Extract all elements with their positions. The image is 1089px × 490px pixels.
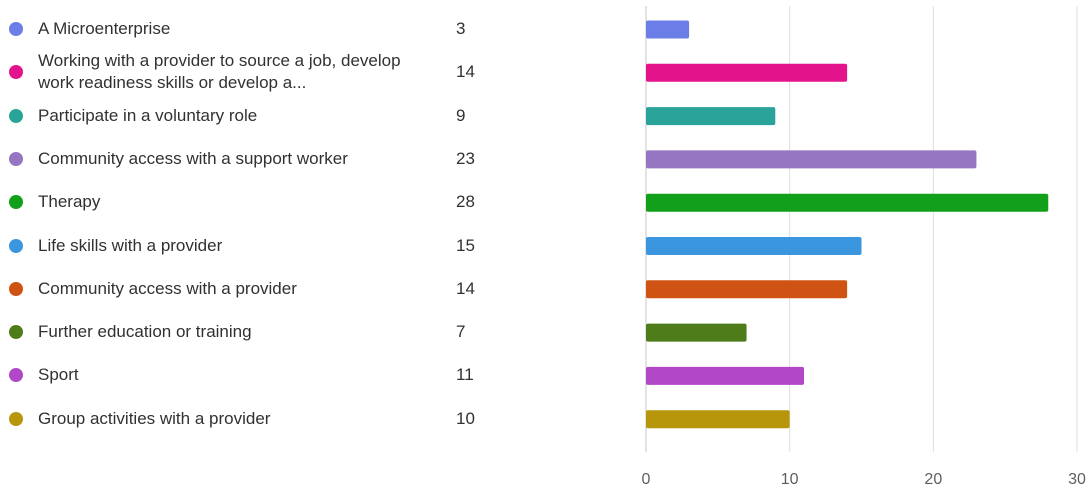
category-value: 9	[456, 105, 466, 125]
x-tick-label: 10	[781, 471, 799, 488]
category-label: Participate in a voluntary role	[38, 105, 258, 125]
category-value: 7	[456, 322, 466, 342]
category-value: 14	[456, 62, 475, 82]
bar[interactable]	[646, 280, 848, 299]
legend-marker-icon	[9, 411, 23, 426]
category-label: Group activities with a provider	[38, 408, 271, 428]
category-label: Therapy	[38, 192, 101, 212]
category-label: Community access with a support worker	[38, 148, 348, 168]
category-value: 10	[456, 408, 475, 428]
bar[interactable]	[646, 107, 776, 126]
category-value: 3	[456, 19, 466, 38]
legend-marker-icon	[9, 151, 23, 166]
bar[interactable]	[646, 323, 747, 342]
x-tick-label: 0	[642, 471, 651, 488]
bar[interactable]	[646, 237, 862, 255]
category-value: 14	[456, 278, 475, 298]
legend-marker-icon	[9, 368, 23, 383]
category-value: 15	[456, 235, 475, 255]
legend-marker-icon	[9, 281, 23, 296]
category-label: Further education or training	[38, 322, 252, 342]
legend-marker-icon	[9, 22, 23, 36]
bar[interactable]	[646, 410, 790, 429]
legend-marker-icon	[9, 195, 23, 210]
legend-marker-icon	[9, 65, 23, 80]
bar[interactable]	[646, 193, 1049, 212]
legend-marker-icon	[9, 325, 23, 340]
legend-marker-icon	[9, 108, 23, 123]
x-tick-label: 20	[924, 471, 942, 488]
bar[interactable]	[646, 150, 977, 169]
category-value: 11	[456, 365, 474, 385]
bar[interactable]	[646, 63, 848, 82]
x-tick-label: 30	[1068, 471, 1086, 488]
category-value: 23	[456, 148, 475, 168]
category-label: Sport	[38, 365, 79, 385]
category-value: 28	[456, 192, 475, 212]
category-label: A Microenterprise	[38, 19, 171, 38]
bar[interactable]	[646, 20, 690, 39]
category-label: Working with a provider to source a job,…	[38, 51, 401, 93]
bar[interactable]	[646, 366, 805, 385]
category-label: Life skills with a provider	[38, 235, 223, 255]
category-label: Community access with a provider	[38, 278, 297, 298]
legend-marker-icon	[9, 238, 23, 253]
